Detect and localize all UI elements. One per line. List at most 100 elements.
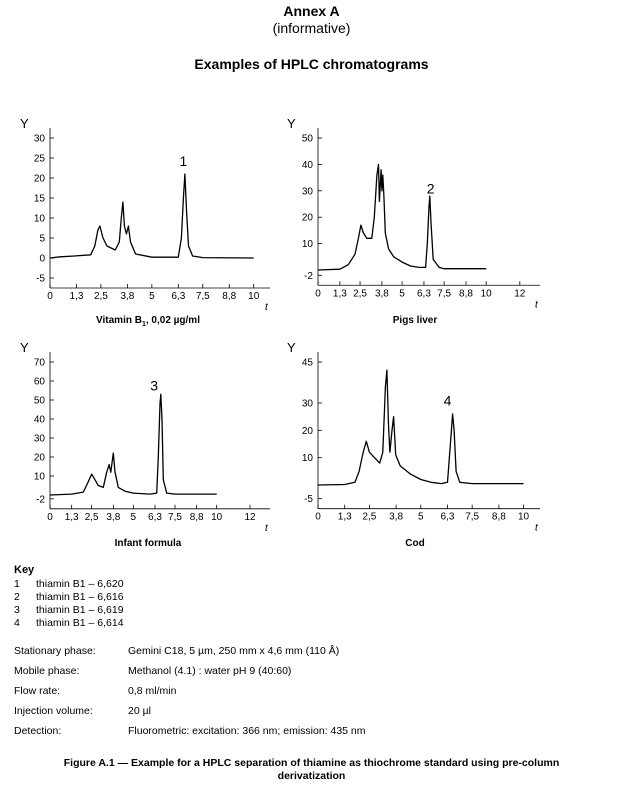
- param-label-injection-volume: Injection volume:: [14, 705, 93, 717]
- param-label-stationary-phase: Stationary phase:: [14, 645, 96, 657]
- param-value-injection-volume: 20 µl: [128, 705, 151, 717]
- figure-caption: Figure A.1 — Example for a HPLC separati…: [0, 757, 623, 783]
- annex-informative: (informative): [272, 20, 351, 36]
- chart2-x-axis-label: t: [535, 299, 539, 310]
- chart3-x-tick-label: 6,3: [148, 512, 162, 523]
- chart1-peak-label: 1: [180, 153, 188, 169]
- chart4-x-tick-label: 7,5: [465, 512, 479, 523]
- chart1-y-tick-label: 25: [34, 154, 46, 165]
- chart4-x-tick-label: 0: [315, 512, 321, 523]
- chart3-x-tick-label: 5: [131, 512, 137, 523]
- chart1-x-tick-label: 3,8: [120, 291, 134, 302]
- chart3-y-tick-label: 10: [34, 472, 46, 483]
- chart1-y-axis-label: Y: [20, 116, 29, 131]
- chart1-y-tick-label: 0: [39, 254, 45, 265]
- chart3-y-tick-label: -2: [36, 494, 45, 505]
- chart1-y-tick-label: -5: [36, 274, 45, 285]
- annex-heading: Annex A: [283, 3, 340, 19]
- chart1-x-tick-label: 6,3: [171, 291, 185, 302]
- chart4-y-tick-label: -5: [304, 494, 313, 505]
- figure-caption-line1: Figure A.1 — Example for a HPLC separati…: [63, 757, 560, 769]
- chart4-x-tick-label: 2,5: [362, 512, 376, 523]
- chart1-y-tick-label: 5: [39, 234, 45, 245]
- chart4-x-tick-label: 6,3: [441, 512, 455, 523]
- chart1-x-tick-label: 2,5: [94, 291, 108, 302]
- param-label-flow-rate: Flow rate:: [14, 685, 61, 697]
- chart1-y-tick-label: 15: [34, 194, 46, 205]
- key-text: thiamin B1 – 6,620: [36, 578, 124, 590]
- chart1-x-axis-label: t: [265, 302, 269, 313]
- param-value-mobile-phase: Methanol (4.1) : water pH 9 (40:60): [128, 665, 292, 677]
- chart1-y-tick-label: 30: [34, 134, 46, 145]
- key-text: thiamin B1 – 6,614: [36, 617, 124, 629]
- key-text: thiamin B1 – 6,616: [36, 591, 124, 603]
- chart3-y-axis-label: Y: [20, 340, 29, 355]
- chart2-y-tick-label: 10: [302, 239, 314, 250]
- chart2-y-tick-label: 40: [302, 160, 314, 171]
- chart4-y-axis-label: Y: [287, 340, 296, 355]
- section-title: Examples of HPLC chromatograms: [194, 56, 429, 72]
- chart2-x-tick-label: 6,3: [417, 288, 431, 299]
- chart4-y-tick-label: 20: [302, 426, 314, 437]
- caption-vitamin-b1-sub: 1: [141, 321, 146, 328]
- chart3-x-tick-label: 1,3: [65, 512, 79, 523]
- caption-infant-formula: Infant formula: [114, 538, 182, 549]
- chart4-y-tick-label: 10: [302, 453, 314, 464]
- chart4-x-tick-label: 3,8: [389, 512, 403, 523]
- chart2-y-tick-label: 30: [302, 186, 314, 197]
- chart4-x-tick-label: 10: [518, 512, 530, 523]
- chart3-x-tick-label: 3,8: [106, 512, 120, 523]
- chart2-y-tick-label: 20: [302, 213, 314, 224]
- chart3-x-axis-label: t: [265, 523, 269, 534]
- chart4-y-tick-label: 45: [302, 358, 314, 369]
- chart2-x-tick-label: 12: [514, 288, 526, 299]
- key-num: 1: [14, 578, 20, 590]
- chart2-x-tick-label: 8,8: [459, 288, 473, 299]
- chart2-x-tick-label: 7,5: [437, 288, 451, 299]
- key-num: 3: [14, 604, 20, 616]
- key-row: 4 thiamin B1 – 6,614: [14, 617, 124, 629]
- chart3-y-tick-label: 70: [34, 358, 46, 369]
- param-value-stationary-phase: Gemini C18, 5 µm, 250 mm x 4,6 mm (110 Å…: [128, 645, 340, 657]
- param-label-detection: Detection:: [14, 725, 62, 737]
- chart3-x-tick-label: 0: [47, 512, 53, 523]
- param-value-flow-rate: 0,8 ml/min: [128, 685, 177, 697]
- chart2-y-axis-label: Y: [287, 116, 296, 131]
- chart2-x-tick-label: 3,8: [375, 288, 389, 299]
- chart3-x-tick-label: 12: [244, 512, 256, 523]
- chart3-y-tick-label: 50: [34, 396, 46, 407]
- chart4-y-tick-label: 30: [302, 399, 314, 410]
- chart1-y-tick-label: 10: [34, 214, 46, 225]
- chart3-y-tick-label: 30: [34, 434, 46, 445]
- figure-caption-line2: derivatization: [277, 770, 346, 782]
- chart3-x-tick-label: 8,8: [190, 512, 204, 523]
- chart3-x-tick-label: 10: [211, 512, 223, 523]
- chart4-x-axis-label: t: [535, 523, 539, 534]
- chart3-x-tick-label: 2,5: [85, 512, 99, 523]
- caption-pigs-liver: Pigs liver: [392, 315, 438, 326]
- chart3-x-tick-label: 7,5: [168, 512, 182, 523]
- chart1-series-line: [49, 173, 254, 259]
- param-label-mobile-phase: Mobile phase:: [14, 665, 80, 677]
- chart1-x-tick-label: 8,8: [222, 291, 236, 302]
- chart1-x-tick-label: 10: [248, 291, 260, 302]
- key-row: 2 thiamin B1 – 6,616: [14, 591, 124, 603]
- chart3-peak-label: 3: [150, 378, 158, 394]
- chart2-y-tick-label: -2: [304, 271, 313, 282]
- key-title: Key: [14, 564, 35, 576]
- chart4-series-line: [317, 369, 524, 486]
- chart2-series-line: [317, 163, 487, 271]
- chart3-y-tick-label: 20: [34, 453, 46, 464]
- chart2-y-tick-label: 50: [302, 134, 314, 145]
- chart2-x-tick-label: 1,3: [333, 288, 347, 299]
- param-value-detection: Fluorometric: excitation: 366 nm; emissi…: [128, 725, 366, 737]
- chart1-y-tick-label: 20: [34, 174, 46, 185]
- caption-vitamin-b1-main: Vitamin B: [96, 315, 142, 326]
- key-num: 2: [14, 591, 20, 603]
- chart3-y-tick-label: 40: [34, 415, 46, 426]
- caption-vitamin-b1: Vitamin B1, 0,02 µg/ml: [48, 315, 248, 328]
- key-text: thiamin B1 – 6,619: [36, 604, 124, 616]
- chart3-series-line: [49, 393, 217, 496]
- chart2-x-tick-label: 10: [481, 288, 493, 299]
